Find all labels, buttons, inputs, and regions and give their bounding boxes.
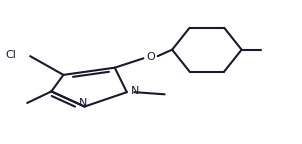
Text: Cl: Cl — [6, 50, 17, 60]
Text: N: N — [79, 98, 87, 108]
Text: O: O — [147, 52, 155, 62]
Text: N: N — [131, 86, 140, 96]
